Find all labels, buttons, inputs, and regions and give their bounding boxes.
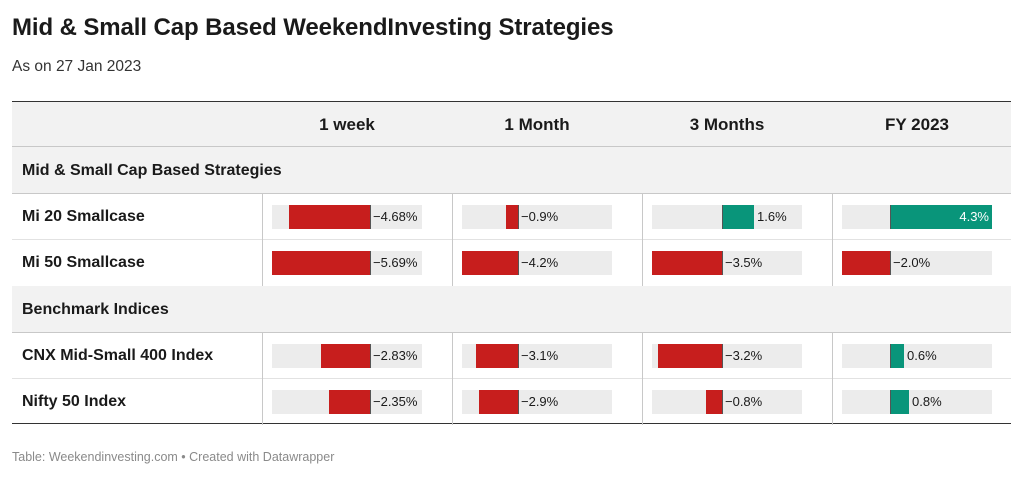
- zero-line: [370, 344, 371, 368]
- chart-footer: Table: Weekendinvesting.com • Created wi…: [12, 450, 335, 464]
- table-row: Mi 20 Smallcase: [12, 194, 1011, 240]
- column-divider: [642, 333, 643, 425]
- group-row-strategies: Mid & Small Cap Based Strategies: [12, 147, 1011, 194]
- value-label: 4.3%: [959, 209, 989, 224]
- negative-bar: [706, 390, 722, 414]
- value-label: −2.83%: [373, 348, 418, 363]
- row-label: Mi 20 Smallcase: [22, 208, 145, 225]
- zero-line: [518, 344, 519, 368]
- value-label: −5.69%: [373, 255, 418, 270]
- value-label: −0.8%: [725, 394, 763, 409]
- row-label: Mi 50 Smallcase: [22, 254, 145, 271]
- zero-line: [370, 390, 371, 414]
- value-label: −3.1%: [521, 348, 559, 363]
- negative-bar: [272, 251, 370, 275]
- positive-bar: [890, 205, 992, 229]
- positive-bar: [890, 344, 904, 368]
- row-label: Nifty 50 Index: [22, 393, 127, 410]
- value-label: −4.2%: [521, 255, 559, 270]
- zero-line: [890, 344, 891, 368]
- zero-line: [722, 390, 723, 414]
- bar-cell: −3.5%: [652, 251, 802, 275]
- zero-line: [370, 205, 371, 229]
- zero-line: [890, 205, 891, 229]
- bar-cell: −4.68%: [272, 205, 422, 229]
- zero-line: [722, 205, 723, 229]
- zero-line: [722, 344, 723, 368]
- zero-line: [890, 251, 891, 275]
- zero-line: [518, 205, 519, 229]
- negative-bar: [506, 205, 518, 229]
- positive-bar: [722, 205, 754, 229]
- negative-bar: [462, 251, 518, 275]
- group-label: Benchmark Indices: [22, 301, 169, 318]
- negative-bar: [658, 344, 722, 368]
- bar-cell: −5.69%: [272, 251, 422, 275]
- column-header-1-week[interactable]: 1 week: [319, 115, 375, 134]
- bar-cell: −3.1%: [462, 344, 612, 368]
- zero-line: [722, 251, 723, 275]
- value-label: 0.6%: [907, 348, 937, 363]
- negative-bar: [652, 251, 722, 275]
- bar-cell: −0.8%: [652, 390, 802, 414]
- value-label: −0.9%: [521, 209, 559, 224]
- table-row: Nifty 50 Index: [12, 379, 1011, 425]
- chart-subtitle: As on 27 Jan 2023: [12, 58, 142, 75]
- bar-cell: −4.2%: [462, 251, 612, 275]
- table-header: 1 week 1 Month 3 Months FY 2023: [12, 102, 1011, 147]
- value-label: −3.5%: [725, 255, 763, 270]
- column-divider: [262, 194, 263, 286]
- positive-bar: [890, 390, 909, 414]
- row-label: CNX Mid-Small 400 Index: [22, 347, 214, 364]
- negative-bar: [842, 251, 890, 275]
- negative-bar: [329, 390, 370, 414]
- bar-cell: −2.35%: [272, 390, 422, 414]
- column-divider: [262, 333, 263, 425]
- column-divider: [832, 194, 833, 286]
- table-row: CNX Mid-Small 400 Index: [12, 333, 1011, 379]
- negative-bar: [321, 344, 370, 368]
- group-label: Mid & Small Cap Based Strategies: [22, 162, 282, 179]
- bar-cell: 0.6%: [842, 344, 992, 368]
- column-divider: [452, 194, 453, 286]
- value-label: −2.9%: [521, 394, 559, 409]
- column-divider: [642, 194, 643, 286]
- bar-cell: 0.8%: [842, 390, 992, 414]
- column-divider: [832, 333, 833, 425]
- chart-title: Mid & Small Cap Based WeekendInvesting S…: [12, 14, 614, 41]
- column-divider: [452, 333, 453, 425]
- zero-line: [890, 390, 891, 414]
- bar-cell: 1.6%: [652, 205, 802, 229]
- bar-cell: 4.3%: [842, 205, 992, 229]
- negative-bar: [479, 390, 518, 414]
- column-header-3-months[interactable]: 3 Months: [689, 115, 765, 134]
- value-label: −2.0%: [893, 255, 931, 270]
- table-row: Mi 50 Smallcase: [12, 240, 1011, 286]
- column-header-fy-2023[interactable]: FY 2023: [885, 115, 949, 134]
- bar-cell: −2.9%: [462, 390, 612, 414]
- negative-bar: [289, 205, 370, 229]
- zero-line: [518, 251, 519, 275]
- value-label: 0.8%: [912, 394, 942, 409]
- value-label: 1.6%: [757, 209, 787, 224]
- value-label: −3.2%: [725, 348, 763, 363]
- value-label: −2.35%: [373, 394, 418, 409]
- negative-bar: [476, 344, 518, 368]
- group-row-benchmarks: Benchmark Indices: [12, 286, 1011, 333]
- bar-cell: −3.2%: [652, 344, 802, 368]
- data-table: 1 week 1 Month 3 Months FY 2023 Mid & Sm…: [12, 101, 1011, 425]
- column-header-1-month[interactable]: 1 Month: [504, 115, 570, 134]
- bar-cell: −2.83%: [272, 344, 422, 368]
- value-label: −4.68%: [373, 209, 418, 224]
- zero-line: [518, 390, 519, 414]
- bar-cell: −0.9%: [462, 205, 612, 229]
- zero-line: [370, 251, 371, 275]
- bar-cell: −2.0%: [842, 251, 992, 275]
